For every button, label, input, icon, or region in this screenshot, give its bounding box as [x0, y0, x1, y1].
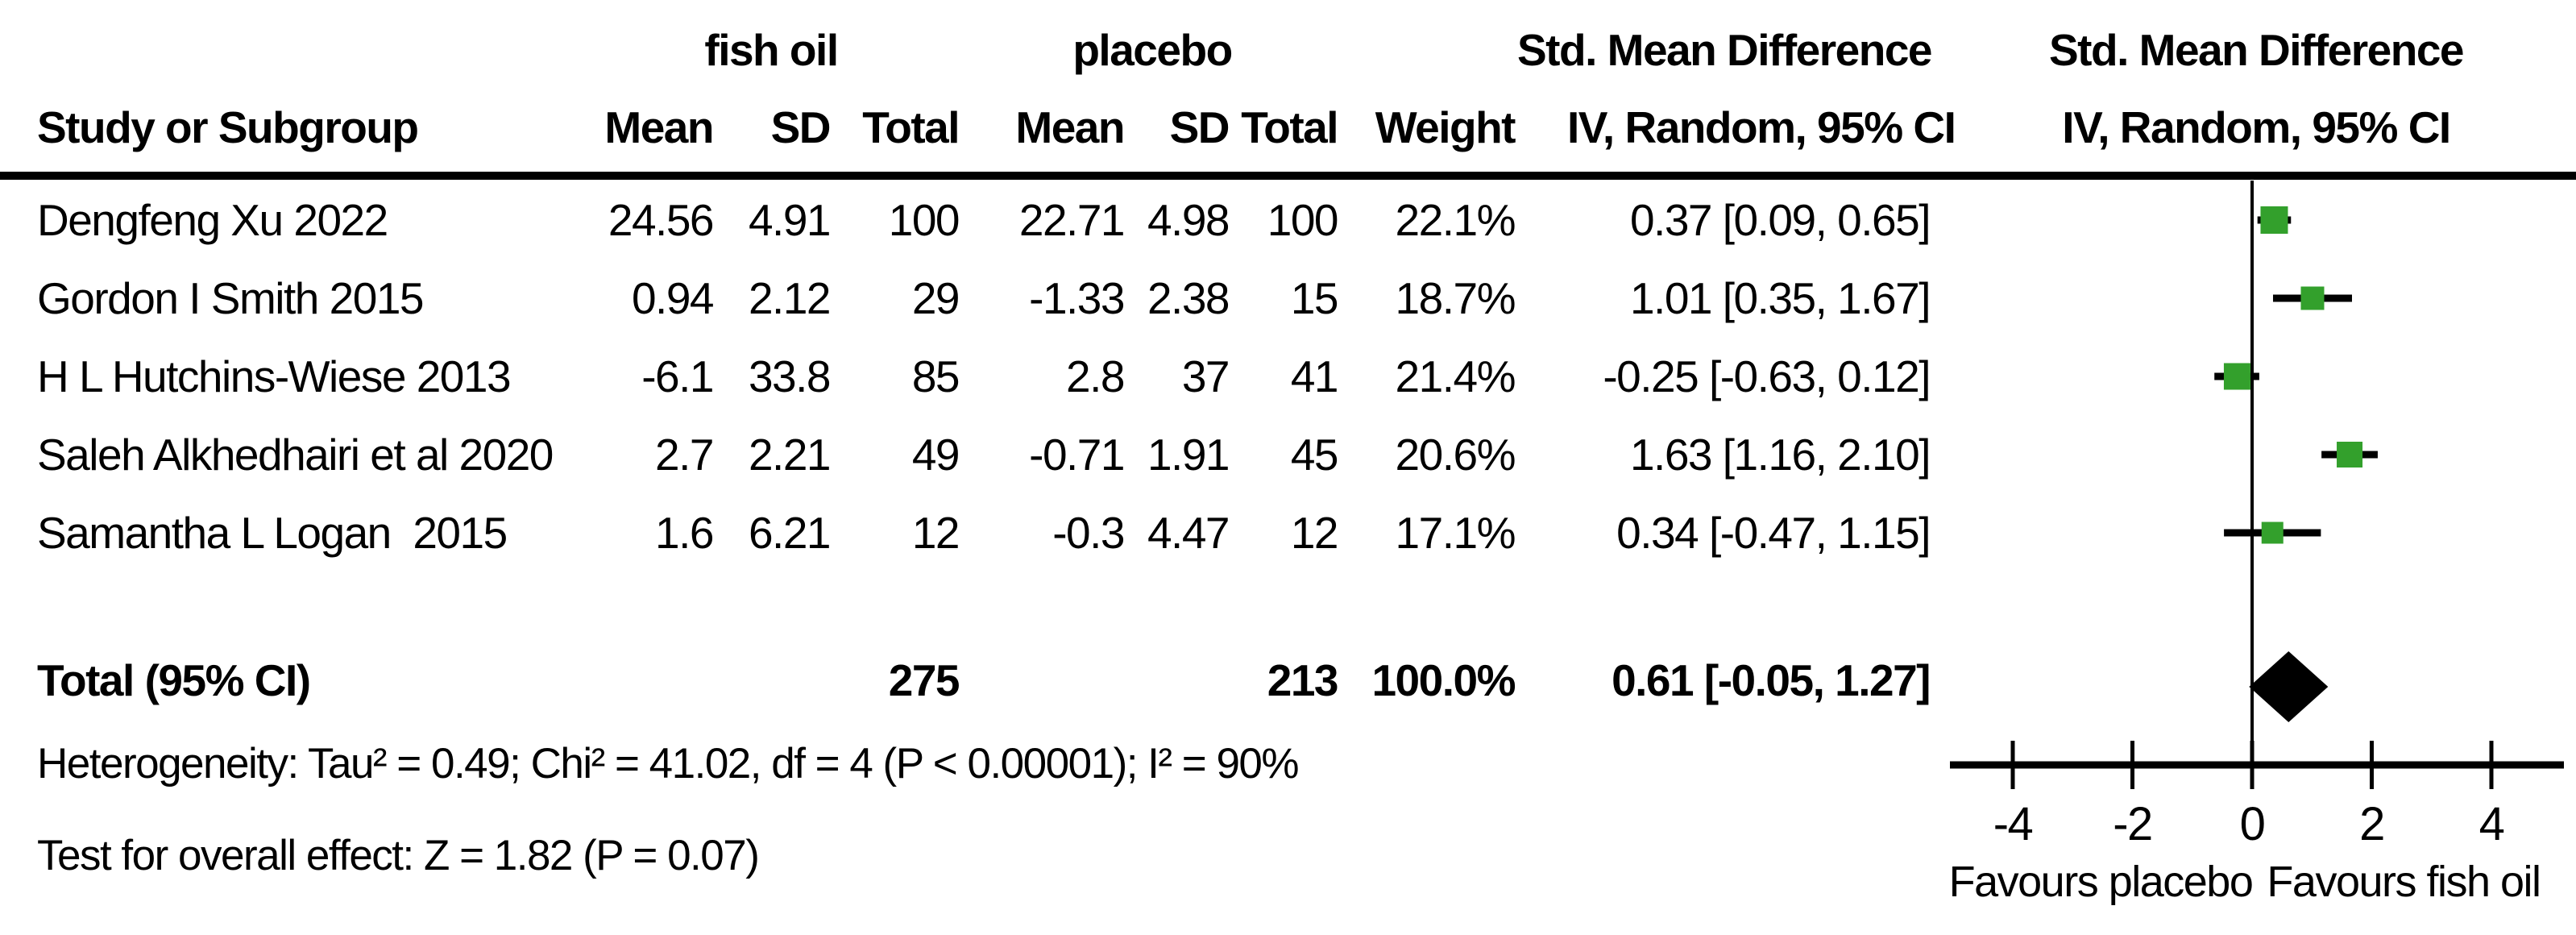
total-row-label: Total (95% CI) — [37, 655, 311, 705]
row-ci-text: 1.63 [1.16, 2.10] — [1629, 430, 1931, 480]
row-sd1: 6.21 — [748, 508, 832, 558]
row-total2: 12 — [1290, 508, 1339, 558]
row-sd2: 4.47 — [1147, 508, 1230, 558]
row-weight: 21.4% — [1395, 351, 1516, 401]
row-mean2: -0.3 — [1052, 508, 1125, 558]
study-label: Dengfeng Xu 2022 — [37, 195, 388, 245]
row-ci-text: 0.34 [-0.47, 1.15] — [1616, 508, 1931, 558]
smd-column-header: Std. Mean Difference — [1516, 25, 1933, 75]
row-ci-text: 0.37 [0.09, 0.65] — [1629, 195, 1931, 245]
effect-marker — [2223, 363, 2250, 390]
study-label: Saleh Alkhedhairi et al 2020 — [37, 430, 554, 480]
weight-column-header: Weight — [1375, 102, 1516, 152]
total2-column-header: Total — [1241, 102, 1338, 152]
favours-left-label: Favours placebo — [1949, 858, 2253, 906]
row-mean2: 2.8 — [1066, 351, 1125, 401]
x-axis-tick-label: -2 — [2113, 798, 2152, 850]
row-sd1: 4.91 — [748, 195, 832, 245]
row-mean1: 1.6 — [655, 508, 714, 558]
total-row-n2: 213 — [1267, 655, 1339, 705]
plot-iv-ci-header: IV, Random, 95% CI — [2062, 102, 2451, 152]
row-mean2: -1.33 — [1029, 273, 1125, 323]
header-divider — [0, 172, 2576, 180]
row-sd1: 2.21 — [748, 430, 832, 480]
total-row-ci: 0.61 [-0.05, 1.27] — [1612, 655, 1931, 705]
row-sd2: 37 — [1181, 351, 1230, 401]
row-mean2: 22.71 — [1018, 195, 1126, 245]
mean1-column-header: Mean — [604, 102, 714, 152]
x-axis-tick-label: 4 — [2479, 798, 2504, 850]
total1-column-header: Total — [862, 102, 960, 152]
effect-marker — [2337, 442, 2363, 468]
row-weight: 18.7% — [1395, 273, 1516, 323]
row-mean1: 0.94 — [631, 273, 715, 323]
row-total1: 29 — [911, 273, 960, 323]
group1-header: fish oil — [704, 25, 839, 75]
study-label: H L Hutchins-Wiese 2013 — [37, 351, 512, 401]
row-total2: 45 — [1290, 430, 1339, 480]
effect-marker — [2260, 206, 2288, 234]
row-total2: 41 — [1290, 351, 1339, 401]
row-total2: 15 — [1290, 273, 1339, 323]
study-label: Samantha L Logan 2015 — [37, 508, 508, 558]
row-mean1: -6.1 — [641, 351, 714, 401]
row-sd2: 1.91 — [1147, 430, 1230, 480]
row-mean2: -0.71 — [1029, 430, 1125, 480]
x-axis-tick-label: 0 — [2240, 798, 2265, 850]
row-total2: 100 — [1267, 195, 1339, 245]
row-ci-text: -0.25 [-0.63, 0.12] — [1603, 351, 1931, 401]
pooled-effect-diamond — [2249, 651, 2329, 722]
heterogeneity-stats: Heterogeneity: Tau² = 0.49; Chi² = 41.02… — [37, 740, 1300, 787]
row-sd1: 33.8 — [748, 351, 832, 401]
x-axis-tick-label: 2 — [2359, 798, 2384, 850]
effect-marker — [2300, 286, 2325, 310]
row-sd2: 2.38 — [1147, 273, 1230, 323]
favours-right-label: Favours fish oil — [2267, 858, 2540, 906]
total-row-n1: 275 — [888, 655, 960, 705]
row-weight: 20.6% — [1395, 430, 1516, 480]
plot-column-header: Std. Mean Difference — [2048, 25, 2465, 75]
effect-marker — [2261, 522, 2284, 544]
group2-header: placebo — [1072, 25, 1233, 75]
row-total1: 12 — [911, 508, 960, 558]
row-total1: 100 — [888, 195, 960, 245]
row-mean1: 24.56 — [608, 195, 715, 245]
row-sd1: 2.12 — [748, 273, 832, 323]
x-axis-tick-label: -4 — [1993, 798, 2033, 850]
row-weight: 17.1% — [1395, 508, 1516, 558]
sd2-column-header: SD — [1169, 102, 1230, 152]
mean2-column-header: Mean — [1015, 102, 1125, 152]
row-ci-text: 1.01 [0.35, 1.67] — [1629, 273, 1931, 323]
row-total1: 85 — [911, 351, 960, 401]
iv-ci-column-header: IV, Random, 95% CI — [1567, 102, 1956, 152]
sd1-column-header: SD — [770, 102, 832, 152]
study-label: Gordon I Smith 2015 — [37, 273, 425, 323]
overall-effect-stats: Test for overall effect: Z = 1.82 (P = 0… — [37, 832, 760, 879]
total-row-weight: 100.0% — [1371, 655, 1516, 705]
row-weight: 22.1% — [1395, 195, 1516, 245]
row-sd2: 4.98 — [1147, 195, 1230, 245]
row-total1: 49 — [911, 430, 960, 480]
study-column-header: Study or Subgroup — [37, 102, 419, 152]
row-mean1: 2.7 — [655, 430, 714, 480]
